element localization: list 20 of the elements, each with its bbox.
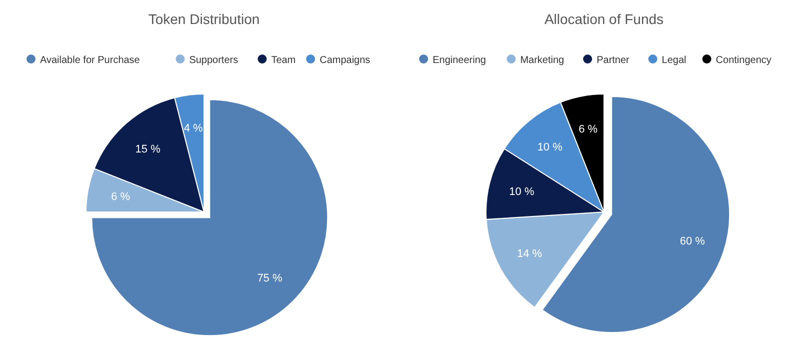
legend-label: Available for Purchase [40,55,140,66]
legend-label: Partner [596,55,630,66]
legend-label: Campaigns [320,55,370,66]
legend-label: Marketing [520,55,564,66]
data-label: 6 % [578,124,598,136]
chart-title: Token Distribution [148,11,260,27]
data-label: 10 % [537,142,563,154]
data-label: 75 % [257,272,282,285]
chart-title: Allocation of Funds [544,11,664,27]
data-label: 4 % [184,122,204,135]
data-label: 60 % [680,236,706,248]
legend-label: Legal [662,55,686,66]
data-label: 6 % [111,191,130,204]
legend-label: Supporters [189,55,238,66]
data-label: 15 % [135,143,161,156]
data-label: 14 % [517,248,542,260]
legend-label: Contingency [716,55,772,66]
data-label: 10 % [509,186,534,198]
legend-label: Engineering [432,55,486,66]
legend-label: Team [271,55,296,66]
